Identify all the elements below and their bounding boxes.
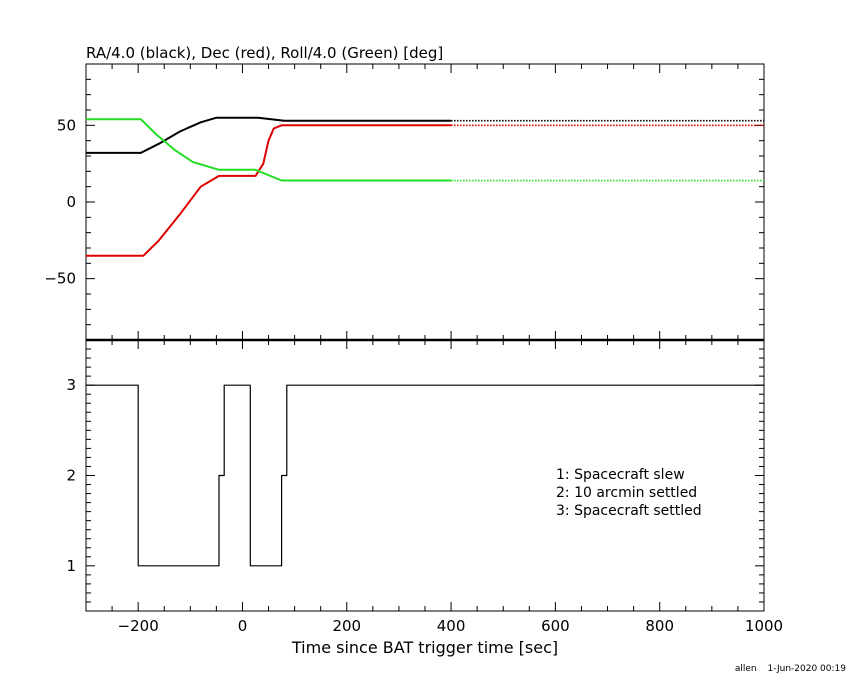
series-line-p1-1 (86, 116, 452, 154)
x-tick-label: 200 (332, 617, 361, 635)
plot-footer: allen 1-Jun-2020 00:19 (727, 664, 846, 674)
axis-ticks (85, 63, 765, 612)
panel-frame-1 (85, 63, 765, 341)
data-series (86, 116, 764, 567)
state-legend: 1: Spacecraft slew 2: 10 arcmin settled … (556, 466, 702, 520)
footer-date: 1-Jun-2020 00:19 (767, 664, 847, 674)
legend-entry-slew: 1: Spacecraft slew (556, 467, 685, 483)
legend-entry-settled: 3: Spacecraft settled (556, 503, 702, 519)
x-tick-label: 600 (541, 617, 570, 635)
y-tick-label-p2: 1 (66, 557, 76, 575)
y-tick-label-p2: 3 (66, 376, 76, 394)
top-panel-title: RA/4.0 (black), Dec (red), Roll/4.0 (Gre… (86, 44, 444, 62)
series-line-p2-1 (86, 384, 764, 567)
x-tick-label: 1000 (745, 617, 783, 635)
x-tick-label: 800 (645, 617, 674, 635)
x-tick-label: −200 (118, 617, 159, 635)
y-tick-label-p1: −50 (44, 270, 76, 288)
footer-user: allen (734, 664, 757, 674)
y-tick-label-p1: 0 (66, 193, 76, 211)
series-line-p1-2 (86, 124, 452, 257)
y-tick-label-p1: 50 (57, 116, 76, 134)
x-tick-label: 0 (238, 617, 248, 635)
x-axis-label: Time since BAT trigger time [sec] (291, 638, 559, 657)
x-tick-label: 400 (437, 617, 466, 635)
series-line-p1-3 (86, 118, 452, 182)
y-tick-label-p2: 2 (66, 467, 76, 485)
tick-labels: −50 0 50 1 2 3 −200 0 200 400 600 800 1000 (44, 116, 783, 635)
legend-entry-10-arcmin: 2: 10 arcmin settled (556, 485, 698, 501)
